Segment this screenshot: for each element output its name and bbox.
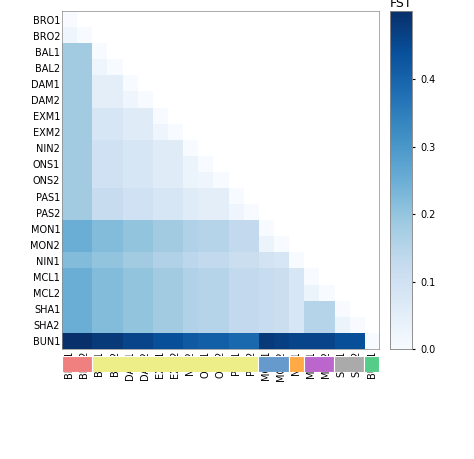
Bar xyxy=(62,357,92,372)
Bar xyxy=(289,357,304,372)
Title: FST: FST xyxy=(390,0,412,10)
Bar xyxy=(334,357,365,372)
Bar xyxy=(258,357,289,372)
Bar xyxy=(365,357,380,372)
Bar xyxy=(304,357,334,372)
Bar xyxy=(92,357,258,372)
